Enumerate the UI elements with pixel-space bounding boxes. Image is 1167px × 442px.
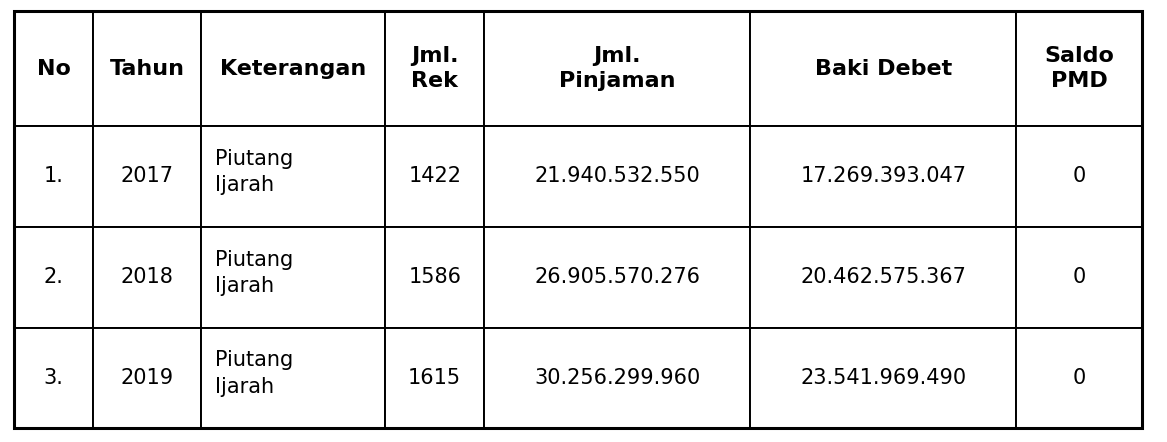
Text: 21.940.532.550: 21.940.532.550 (534, 166, 700, 187)
Text: Saldo
PMD: Saldo PMD (1044, 46, 1114, 91)
Bar (93, 227, 201, 328)
Bar (385, 328, 484, 428)
Bar (14, 227, 93, 328)
Bar (750, 328, 1016, 428)
Text: 2019: 2019 (120, 368, 174, 388)
Text: Piutang
Ijarah: Piutang Ijarah (215, 250, 293, 296)
Text: Tahun: Tahun (110, 58, 184, 79)
Bar (201, 11, 385, 126)
Bar (750, 126, 1016, 227)
Text: Jml.
Rek: Jml. Rek (411, 46, 459, 91)
Text: 1.: 1. (43, 166, 64, 187)
Bar (484, 227, 750, 328)
Text: Keterangan: Keterangan (219, 58, 366, 79)
Text: 2017: 2017 (120, 166, 174, 187)
Text: 20.462.575.367: 20.462.575.367 (801, 267, 966, 287)
Bar (385, 11, 484, 126)
Bar (14, 328, 93, 428)
Bar (484, 126, 750, 227)
Text: Piutang
Ijarah: Piutang Ijarah (215, 149, 293, 195)
Text: Piutang
Ijarah: Piutang Ijarah (215, 351, 293, 396)
Bar (750, 227, 1016, 328)
Text: Jml.
Pinjaman: Jml. Pinjaman (559, 46, 676, 91)
Bar (201, 227, 385, 328)
Text: 0: 0 (1072, 166, 1086, 187)
Bar (93, 126, 201, 227)
Bar (201, 126, 385, 227)
Bar (14, 11, 93, 126)
Text: 2018: 2018 (120, 267, 174, 287)
Bar (750, 11, 1016, 126)
Bar (14, 126, 93, 227)
Bar (385, 126, 484, 227)
Text: 0: 0 (1072, 368, 1086, 388)
Text: 30.256.299.960: 30.256.299.960 (534, 368, 700, 388)
Text: 2.: 2. (43, 267, 64, 287)
Bar (1016, 328, 1142, 428)
Bar (93, 11, 201, 126)
Text: 1422: 1422 (408, 166, 461, 187)
Text: 23.541.969.490: 23.541.969.490 (801, 368, 966, 388)
Bar (1016, 227, 1142, 328)
Bar (1016, 11, 1142, 126)
Bar (484, 328, 750, 428)
Bar (385, 227, 484, 328)
Text: No: No (36, 58, 71, 79)
Bar (1016, 126, 1142, 227)
Text: 3.: 3. (43, 368, 64, 388)
Bar (484, 11, 750, 126)
Text: 0: 0 (1072, 267, 1086, 287)
Bar (93, 328, 201, 428)
Text: 1615: 1615 (408, 368, 461, 388)
Text: 1586: 1586 (408, 267, 461, 287)
Text: 26.905.570.276: 26.905.570.276 (534, 267, 700, 287)
Text: 17.269.393.047: 17.269.393.047 (801, 166, 966, 187)
Text: Baki Debet: Baki Debet (815, 58, 952, 79)
Bar (201, 328, 385, 428)
